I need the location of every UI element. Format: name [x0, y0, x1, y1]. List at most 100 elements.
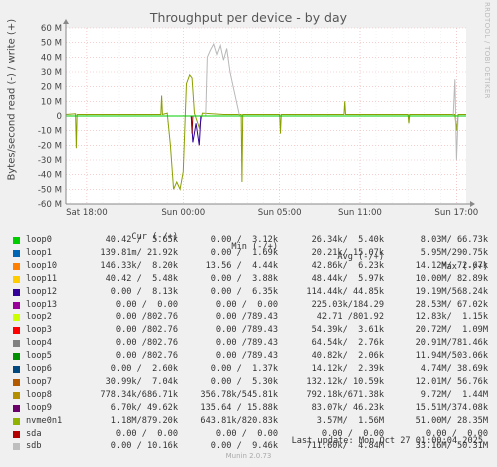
- legend-row-loop5: loop5 0.00 /802.76 0.00 /789.43 40.82k/ 2.0…: [0, 351, 497, 364]
- x-tick-label: Sun 00:00: [161, 208, 205, 218]
- legend-max: 20.72M/ 1.09M: [415, 325, 488, 336]
- legend-avg: 0.00 / 0.00: [321, 428, 384, 439]
- legend-max: 11.94M/503.06k: [415, 351, 488, 362]
- legend-min: 0.00 /789.43: [215, 351, 278, 362]
- legend-name: loop4: [26, 338, 52, 349]
- legend-avg: 83.07k/ 46.23k: [311, 402, 384, 413]
- legend-cur: 139.81m/ 21.92k: [100, 247, 178, 258]
- legend-header-min: Min (-/+): [231, 242, 278, 252]
- y-tick-label: 60 M: [41, 24, 62, 34]
- x-tick-label: Sun 11:00: [338, 208, 382, 218]
- legend-max: 12.01M/ 56.76k: [415, 376, 488, 387]
- legend-row-loop3: loop3 0.00 /802.76 0.00 /789.43 54.39k/ 3.6…: [0, 325, 497, 338]
- legend-row-sdb: sdb 0.00 / 10.16k 0.00 / 9.46k 711.60k/ 4.8…: [0, 441, 497, 454]
- series-line-nvme0n1: [65, 73, 466, 191]
- legend-min: 0.00 / 1.37k: [210, 364, 278, 374]
- legend-cur: 0.00 /802.76: [115, 351, 178, 362]
- legend-max: 28.53M/ 67.02k: [415, 299, 488, 310]
- x-tick-label: Sun 17:00: [434, 208, 478, 218]
- legend-max: 8.03M/ 66.73k: [420, 235, 488, 245]
- legend-name: loop7: [26, 376, 52, 387]
- legend-max: 19.19M/568.24k: [415, 286, 488, 297]
- legend-row-loop7: loop7 30.99k/ 7.04k 0.00 / 5.30k 132.12k/ 1…: [0, 377, 497, 390]
- legend-row-loop8: loop8 778.34k/686.71k 356.78k/545.81k 792.1…: [0, 390, 497, 403]
- series-line-sdb: [66, 42, 466, 161]
- legend-min: 0.00 /789.43: [215, 325, 278, 336]
- legend-name: loop12: [26, 286, 58, 297]
- legend-swatch: [13, 327, 20, 335]
- legend-cur: 0.00 /802.76: [115, 312, 178, 323]
- legend-swatch: [13, 430, 20, 438]
- legend-avg: 64.54k/ 2.76k: [311, 338, 384, 349]
- legend-swatch: [13, 404, 20, 412]
- legend-swatch: [13, 262, 20, 270]
- y-tick-label: -60 M: [38, 200, 62, 210]
- legend-avg: 3.57M/ 1.56M: [316, 415, 384, 426]
- legend-cur: 30.99k/ 7.04k: [105, 376, 178, 387]
- legend-name: loop2: [26, 312, 52, 323]
- legend-name: loop11: [26, 273, 58, 284]
- legend-max: 20.91M/781.46k: [415, 338, 488, 349]
- legend-name: loop10: [26, 260, 58, 271]
- legend-swatch: [13, 237, 20, 244]
- legend-min: 0.00 / 1.69k: [210, 247, 278, 258]
- legend-name: sdb: [26, 441, 42, 452]
- legend-avg: 48.44k/ 5.97k: [311, 273, 384, 284]
- legend-max: 10.00M/ 82.89k: [415, 273, 488, 284]
- legend-row-loop10: loop10 146.33k/ 8.20k 13.56 / 4.44k 42.86k/…: [0, 261, 497, 274]
- y-axis-label: Bytes/second read (-) / write (+): [6, 18, 18, 181]
- legend-cur: 40.42 / 5.48k: [105, 273, 178, 284]
- legend-name: loop3: [26, 325, 52, 336]
- y-tick-label: 30 M: [41, 68, 62, 78]
- legend-row-loop0: loop0 40.42 / 5.65k 0.00 / 3.12k 26.34k/ 5.…: [0, 235, 497, 248]
- legend-cur: 0.00 / 10.16k: [110, 441, 178, 452]
- legend-row-sda: sda 0.00 / 0.00 0.00 / 0.00 0.00 / 0.00 0.00…: [0, 429, 497, 442]
- legend-name: loop5: [26, 351, 52, 362]
- legend-avg: 132.12k/ 10.59k: [306, 376, 384, 387]
- legend-cur: 0.00 / 0.00: [115, 299, 178, 310]
- legend-cur: 40.42 / 5.65k: [105, 235, 178, 245]
- legend-avg: 792.18k/671.38k: [306, 389, 384, 400]
- legend-swatch: [13, 353, 20, 361]
- legend-min: 0.00 /789.43: [215, 338, 278, 349]
- legend-row-loop2: loop2 0.00 /802.76 0.00 /789.43 42.71 /801.…: [0, 312, 497, 325]
- legend-min: 0.00 / 5.30k: [210, 376, 278, 387]
- legend-min: 0.00 /789.43: [215, 312, 278, 323]
- legend-max: 0.00 / 0.00: [425, 428, 488, 439]
- legend-cur: 1.18M/879.20k: [110, 415, 178, 426]
- legend-max: 15.51M/374.08k: [415, 402, 488, 413]
- legend-row-nvme0n1: nvme0n1 1.18M/879.20k 643.81k/820.83k 3.57M…: [0, 416, 497, 429]
- legend-swatch: [13, 275, 20, 283]
- rrdtool-watermark: RRDTOOL / TOBI OETIKER: [483, 2, 491, 99]
- y-tick-label: 0: [57, 112, 62, 122]
- legend-max: 9.72M/ 1.44M: [420, 389, 488, 400]
- legend-avg: 42.86k/ 6.23k: [311, 260, 384, 271]
- legend-cur: 0.00 /802.76: [115, 338, 178, 349]
- legend-min: 0.00 / 0.00: [215, 428, 278, 439]
- y-tick-label: 50 M: [41, 39, 62, 49]
- x-tick-label: Sun 05:00: [258, 208, 302, 218]
- legend-swatch: [13, 288, 20, 296]
- legend-name: loop8: [26, 389, 52, 400]
- legend-row-loop12: loop12 0.00 / 8.13k 0.00 / 6.35k 114.44k/ 4…: [0, 287, 497, 300]
- legend-max: 14.12M/ 72.67k: [415, 260, 488, 271]
- legend-name: loop1: [26, 247, 52, 258]
- legend-avg: 20.21k/ 15.07k: [311, 247, 384, 258]
- legend-name: loop6: [26, 364, 52, 374]
- legend-cur: 0.00 / 0.00: [115, 428, 178, 439]
- legend-min: 0.00 / 3.88k: [210, 273, 278, 284]
- legend-row-loop13: loop13 0.00 / 0.00 0.00 / 0.00 225.03k/184.…: [0, 300, 497, 313]
- legend-avg: 42.71 /801.92: [316, 312, 384, 323]
- legend-min: 0.00 / 6.35k: [210, 286, 278, 297]
- legend-min: 0.00 / 3.12k: [210, 235, 278, 245]
- legend-cur: 0.00 / 2.60k: [110, 364, 178, 374]
- legend-swatch: [13, 249, 20, 257]
- y-tick-label: -10 M: [38, 127, 62, 137]
- legend-avg: 14.12k/ 2.39k: [311, 364, 384, 374]
- y-tick-label: 20 M: [41, 83, 62, 93]
- legend-min: 13.56 / 4.44k: [205, 260, 278, 271]
- legend-cur: 6.70k/ 49.62k: [110, 402, 178, 413]
- legend-cur: 146.33k/ 8.20k: [100, 260, 178, 271]
- legend-avg: 54.39k/ 3.61k: [311, 325, 384, 336]
